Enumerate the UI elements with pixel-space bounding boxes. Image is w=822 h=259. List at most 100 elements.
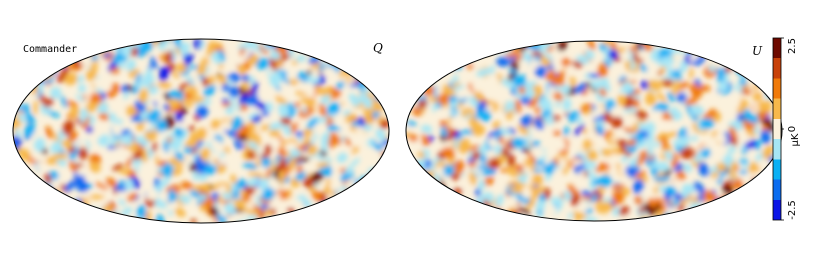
blob bbox=[324, 208, 335, 215]
blob bbox=[551, 57, 565, 70]
blob bbox=[367, 202, 380, 216]
blob bbox=[429, 189, 442, 201]
blob bbox=[363, 143, 373, 153]
blob bbox=[319, 41, 325, 55]
blob bbox=[99, 39, 109, 51]
blob bbox=[101, 199, 110, 205]
blob bbox=[308, 57, 320, 65]
blob bbox=[433, 125, 442, 131]
blob bbox=[421, 65, 429, 75]
blob bbox=[420, 124, 433, 133]
blob bbox=[485, 104, 494, 111]
blob bbox=[514, 164, 524, 171]
blob bbox=[520, 115, 533, 128]
blob bbox=[357, 94, 370, 104]
blob bbox=[529, 61, 538, 70]
blob bbox=[75, 178, 89, 193]
blob bbox=[740, 67, 748, 72]
blob bbox=[445, 126, 452, 132]
blob bbox=[505, 129, 512, 136]
blob bbox=[427, 189, 436, 201]
blob bbox=[611, 183, 626, 190]
blob bbox=[733, 44, 744, 55]
blob bbox=[538, 101, 548, 108]
blob bbox=[648, 74, 655, 81]
blob bbox=[449, 41, 461, 48]
blob bbox=[510, 137, 526, 148]
blob bbox=[126, 151, 134, 161]
blob bbox=[367, 213, 379, 222]
blob bbox=[731, 137, 738, 146]
blob bbox=[761, 186, 768, 199]
blob bbox=[78, 146, 88, 160]
blob bbox=[168, 90, 173, 99]
blob bbox=[268, 121, 284, 131]
blob bbox=[728, 203, 736, 210]
blob bbox=[294, 102, 301, 108]
blob bbox=[532, 140, 540, 148]
blob bbox=[50, 87, 62, 99]
blob bbox=[468, 96, 479, 108]
blob bbox=[283, 165, 291, 178]
blob bbox=[406, 121, 417, 127]
blob bbox=[198, 172, 208, 182]
blob bbox=[530, 146, 544, 158]
blob bbox=[700, 148, 711, 158]
blob bbox=[650, 50, 660, 62]
blob bbox=[579, 146, 586, 156]
method-label: Commander bbox=[23, 44, 77, 55]
blob bbox=[556, 138, 566, 151]
blob bbox=[322, 39, 334, 50]
blob bbox=[562, 162, 570, 175]
blob bbox=[233, 199, 245, 210]
blob bbox=[718, 49, 728, 59]
blob bbox=[478, 103, 488, 108]
blob bbox=[180, 181, 194, 190]
blob bbox=[733, 85, 744, 93]
blob bbox=[429, 66, 438, 75]
blob bbox=[34, 137, 46, 153]
blob bbox=[196, 198, 206, 205]
blob bbox=[39, 94, 49, 109]
blob bbox=[406, 61, 415, 69]
blob bbox=[381, 81, 389, 97]
blob bbox=[269, 71, 283, 87]
blob bbox=[21, 103, 30, 113]
blob bbox=[370, 187, 376, 199]
blob bbox=[621, 174, 631, 184]
blob bbox=[416, 41, 424, 47]
blob bbox=[428, 41, 438, 47]
map-outline bbox=[405, 40, 783, 222]
blob bbox=[80, 101, 88, 107]
blob bbox=[296, 164, 303, 175]
blob bbox=[345, 166, 353, 175]
blob bbox=[289, 148, 302, 158]
blob bbox=[729, 126, 738, 141]
blob bbox=[132, 150, 143, 161]
blob bbox=[95, 182, 108, 191]
blob bbox=[737, 199, 747, 212]
blob bbox=[347, 41, 359, 53]
blob bbox=[108, 112, 117, 122]
blob bbox=[639, 191, 649, 198]
blob bbox=[306, 145, 318, 156]
blob bbox=[119, 133, 133, 143]
blob bbox=[19, 73, 33, 80]
blob bbox=[111, 123, 122, 136]
blob bbox=[729, 171, 737, 180]
blob bbox=[726, 50, 737, 61]
blob bbox=[735, 59, 752, 67]
blob bbox=[726, 108, 738, 119]
blob bbox=[634, 195, 643, 205]
blob bbox=[265, 101, 274, 113]
colorbar-tick-label: 0 bbox=[787, 126, 798, 132]
blob bbox=[332, 164, 345, 177]
blob bbox=[438, 57, 445, 64]
blob bbox=[231, 116, 243, 131]
blob bbox=[621, 81, 633, 93]
blob bbox=[185, 76, 193, 82]
blob bbox=[384, 197, 389, 204]
blob bbox=[676, 170, 686, 181]
blob bbox=[23, 110, 34, 120]
blob bbox=[359, 198, 366, 205]
